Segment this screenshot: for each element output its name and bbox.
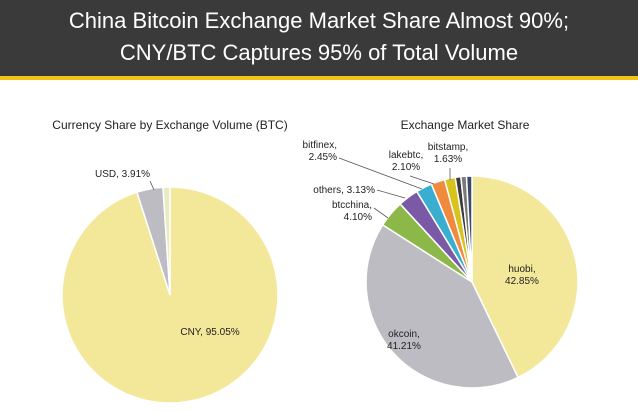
exchange-slice-okcoin-1 <box>365 223 520 389</box>
exchange-slice-huobi-0 <box>471 175 579 379</box>
slide-title-line-1: China Bitcoin Exchange Market Share Almo… <box>68 8 570 33</box>
slide-title-line-2: CNY/BTC Captures 95% of Total Volume <box>119 40 519 65</box>
exchange-slice-label-4: bitfinex, 2.45% <box>303 140 338 163</box>
exchange-slice-label-6: bitstamp, 1.63% <box>428 142 469 165</box>
slice-labels: CNY, 95.05% USD, 3.91% huobi, 42.85% okcoin,… <box>95 140 539 352</box>
label-leader-lines <box>149 157 451 219</box>
exchange-slice-label-3: others, 3.13% <box>313 185 375 196</box>
currency-slice-label-1: USD, 3.91% <box>95 169 150 180</box>
exchange-slice-label-5: lakebtc, 2.10% <box>389 150 423 173</box>
exchange-leader-line-5 <box>409 175 435 185</box>
exchange-share-pie <box>365 175 579 389</box>
exchange-slice-label-2: btcchina, 4.10% <box>332 200 372 223</box>
currency-leader-line-1 <box>149 180 155 191</box>
exchange-leader-line-4 <box>338 157 423 190</box>
currency-slice-unlabeled-2 <box>162 186 171 296</box>
chart-title-exchange-share: Exchange Market Share <box>400 118 530 132</box>
exchange-slice-label-1: okcoin, 41.21% <box>387 329 421 352</box>
exchange-slice-unlabeled-9 <box>465 175 473 283</box>
exchange-leader-line-3 <box>376 189 406 199</box>
slide-header: China Bitcoin Exchange Market Share Almo… <box>0 0 638 80</box>
currency-slice-cny-0 <box>61 186 279 404</box>
currency-share-pie <box>61 186 279 404</box>
currency-slice-label-0: CNY, 95.05% <box>180 327 239 338</box>
chart-title-currency-share: Currency Share by Exchange Volume (BTC) <box>52 118 288 132</box>
exchange-slice-label-0: huobi, 42.85% <box>505 264 539 287</box>
exchange-leader-line-2 <box>373 207 389 219</box>
